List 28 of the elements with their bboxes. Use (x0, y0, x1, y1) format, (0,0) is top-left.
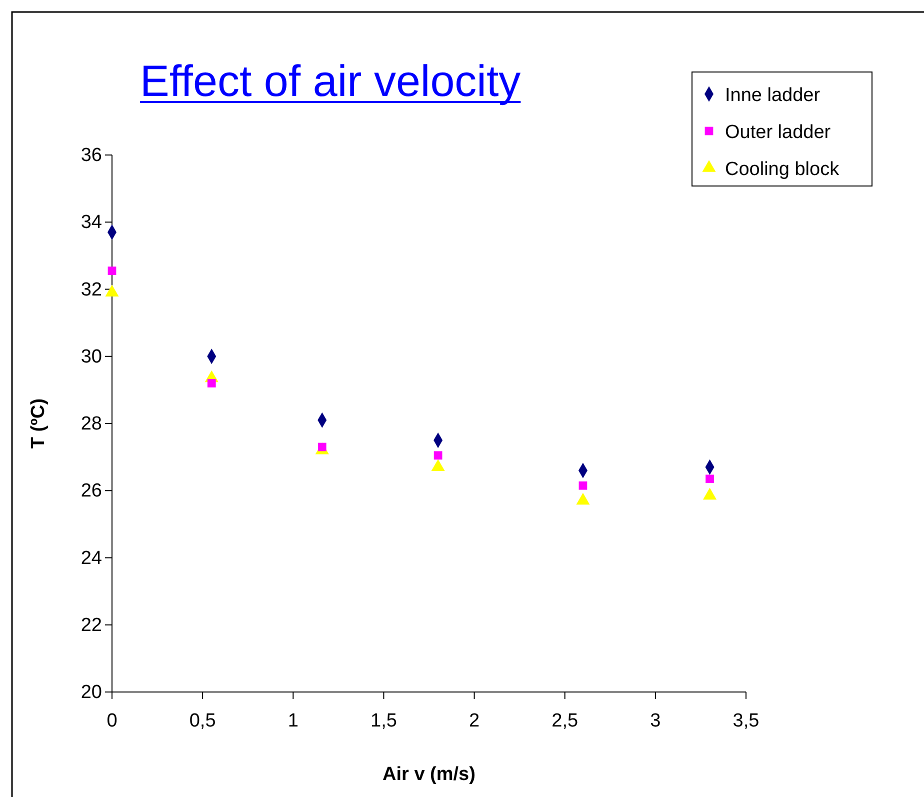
y-tick-label: 28 (80, 414, 102, 435)
legend-label: Cooling block (725, 159, 840, 180)
point (578, 481, 588, 490)
y-tick-label: 20 (80, 682, 102, 704)
y-tick-label: 32 (80, 279, 102, 300)
y-tick-label: 22 (80, 614, 102, 636)
point (207, 379, 216, 388)
x-tick-label: 1 (288, 710, 298, 732)
x-tick-label: 0 (106, 710, 118, 732)
y-tick-label: 34 (80, 212, 102, 234)
y-tick-label: 24 (80, 548, 102, 569)
x-tick-label: 0,5 (189, 710, 216, 732)
x-tick-label: 3 (650, 710, 661, 732)
x-axis-title: Air v (m/s) (382, 764, 476, 785)
point (434, 451, 442, 460)
point (706, 474, 714, 484)
y-tick-label: 36 (80, 145, 102, 166)
legend-label: Outer ladder (725, 122, 832, 143)
y-axis-title: T (ºC) (28, 398, 49, 449)
legend-label: Inne ladder (725, 85, 821, 106)
x-tick-label: 2,5 (552, 710, 578, 732)
y-tick-label: 30 (80, 346, 102, 368)
x-tick-label: 2 (468, 710, 480, 732)
x-tick-label: 3,5 (732, 710, 760, 732)
y-tick-label: 26 (80, 480, 102, 502)
chart-title: Effect of air velocity (140, 57, 521, 106)
point (108, 266, 116, 275)
x-tick-label: 1,5 (370, 710, 397, 732)
